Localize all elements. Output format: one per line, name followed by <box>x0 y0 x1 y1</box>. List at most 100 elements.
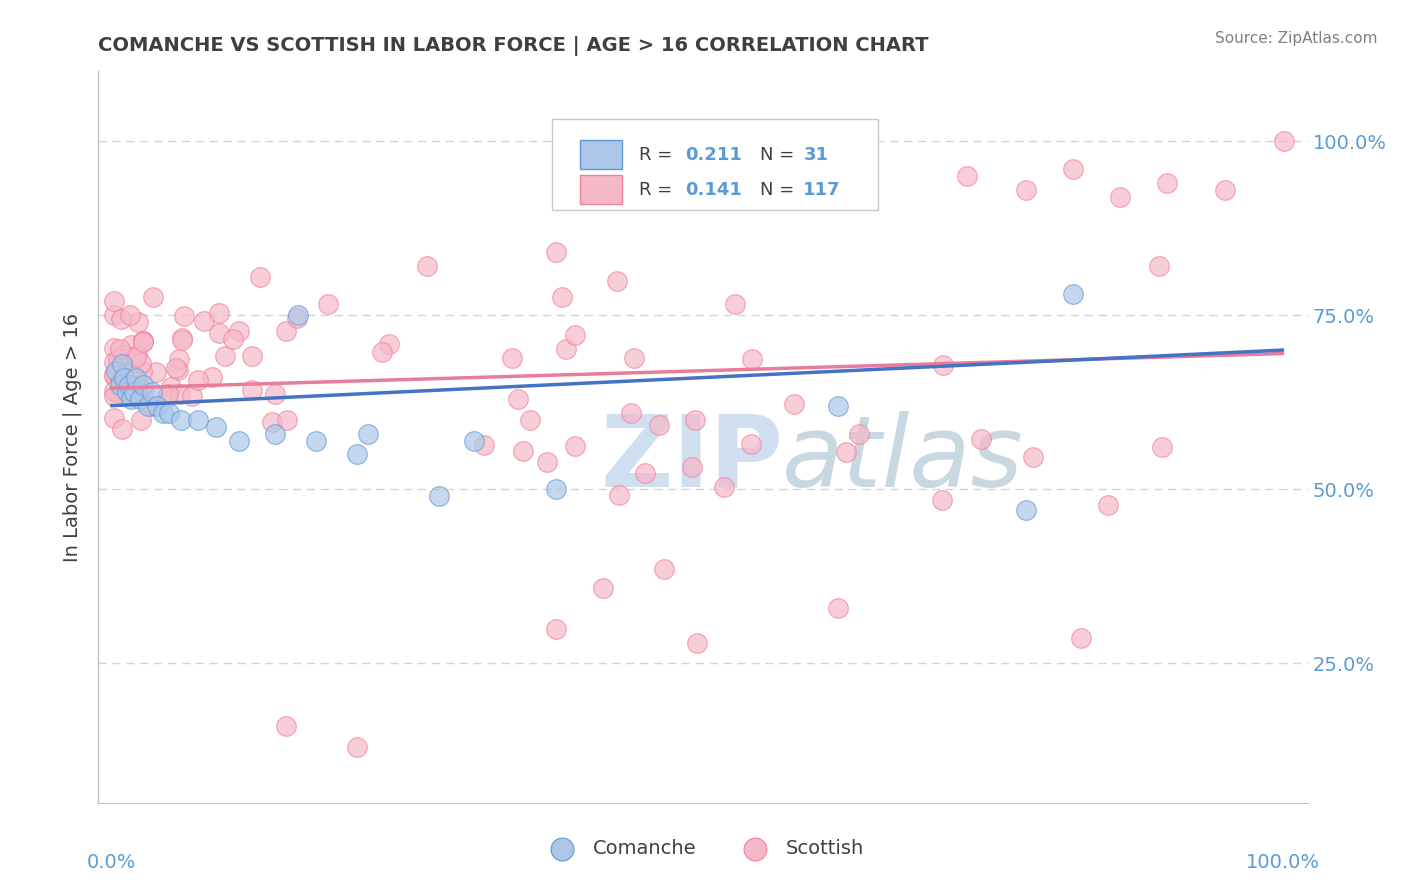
Point <box>740 437 762 451</box>
Point <box>134 384 156 398</box>
Point <box>122 384 145 399</box>
Point <box>193 314 215 328</box>
FancyBboxPatch shape <box>579 140 621 169</box>
Point <box>156 386 179 401</box>
Point <box>165 360 187 375</box>
Text: 117: 117 <box>803 181 841 199</box>
Point <box>141 384 163 399</box>
Point <box>108 375 131 389</box>
Point <box>276 719 298 733</box>
Point <box>1152 440 1174 454</box>
Point <box>550 290 572 304</box>
Point <box>108 342 131 356</box>
Point <box>623 351 645 366</box>
Point <box>1062 161 1084 176</box>
Point <box>132 377 155 392</box>
Point <box>159 380 181 394</box>
Point <box>108 377 131 392</box>
Point <box>546 622 568 636</box>
Point <box>371 344 394 359</box>
Point <box>508 392 530 406</box>
Point <box>827 600 849 615</box>
Point <box>724 297 747 311</box>
Point <box>167 352 190 367</box>
Point <box>128 392 150 406</box>
Point <box>427 489 450 503</box>
Point <box>304 434 326 448</box>
Point <box>546 483 568 497</box>
Point <box>201 370 224 384</box>
Point <box>118 374 141 388</box>
Point <box>187 373 209 387</box>
Point <box>136 399 159 413</box>
Point <box>1022 450 1045 464</box>
Point <box>416 260 439 274</box>
Point <box>103 389 125 403</box>
Point <box>103 410 125 425</box>
Point <box>1015 503 1038 517</box>
Point <box>969 432 991 446</box>
Point <box>142 290 165 304</box>
Point <box>125 350 148 364</box>
Point <box>105 386 128 401</box>
Point <box>1062 287 1084 301</box>
Text: Source: ZipAtlas.com: Source: ZipAtlas.com <box>1215 31 1378 46</box>
Point <box>127 386 149 401</box>
Point <box>519 413 541 427</box>
FancyBboxPatch shape <box>551 119 879 211</box>
Point <box>287 308 309 322</box>
Point <box>125 371 148 385</box>
Point <box>170 331 193 345</box>
Point <box>1156 176 1178 190</box>
Text: R =: R = <box>638 145 678 163</box>
Text: atlas: atlas <box>782 410 1024 508</box>
Point <box>606 274 628 288</box>
Point <box>240 383 263 397</box>
Point <box>129 413 152 427</box>
Point <box>103 308 125 322</box>
Point <box>111 422 134 436</box>
Point <box>146 399 169 413</box>
Point <box>741 352 763 367</box>
Point <box>132 334 155 348</box>
Point <box>214 350 236 364</box>
Legend: Comanche, Scottish: Comanche, Scottish <box>534 831 872 866</box>
Point <box>112 371 135 385</box>
Point <box>316 297 339 311</box>
Point <box>111 369 134 384</box>
Point <box>132 334 155 348</box>
Point <box>249 270 271 285</box>
Point <box>848 427 870 442</box>
Point <box>512 444 534 458</box>
Point <box>555 342 578 356</box>
Point <box>132 334 155 349</box>
Point <box>262 415 284 429</box>
Point <box>357 426 380 441</box>
Point <box>152 406 174 420</box>
Point <box>110 312 132 326</box>
Point <box>276 325 298 339</box>
Point <box>169 412 191 426</box>
Point <box>782 397 804 411</box>
Point <box>208 326 231 340</box>
Point <box>118 377 141 392</box>
Point <box>112 348 135 362</box>
Point <box>1097 499 1119 513</box>
Text: 31: 31 <box>803 145 828 163</box>
Text: N =: N = <box>759 181 800 199</box>
Point <box>956 169 979 183</box>
Point <box>501 351 523 366</box>
Point <box>141 399 163 413</box>
Point <box>129 356 152 370</box>
Point <box>564 328 586 343</box>
Point <box>652 562 675 576</box>
Point <box>287 311 309 326</box>
Point <box>204 419 226 434</box>
Point <box>1215 183 1237 197</box>
Point <box>564 439 586 453</box>
Point <box>111 357 134 371</box>
Point <box>103 367 125 381</box>
Point <box>713 480 735 494</box>
Point <box>114 351 136 366</box>
Point <box>609 488 631 502</box>
